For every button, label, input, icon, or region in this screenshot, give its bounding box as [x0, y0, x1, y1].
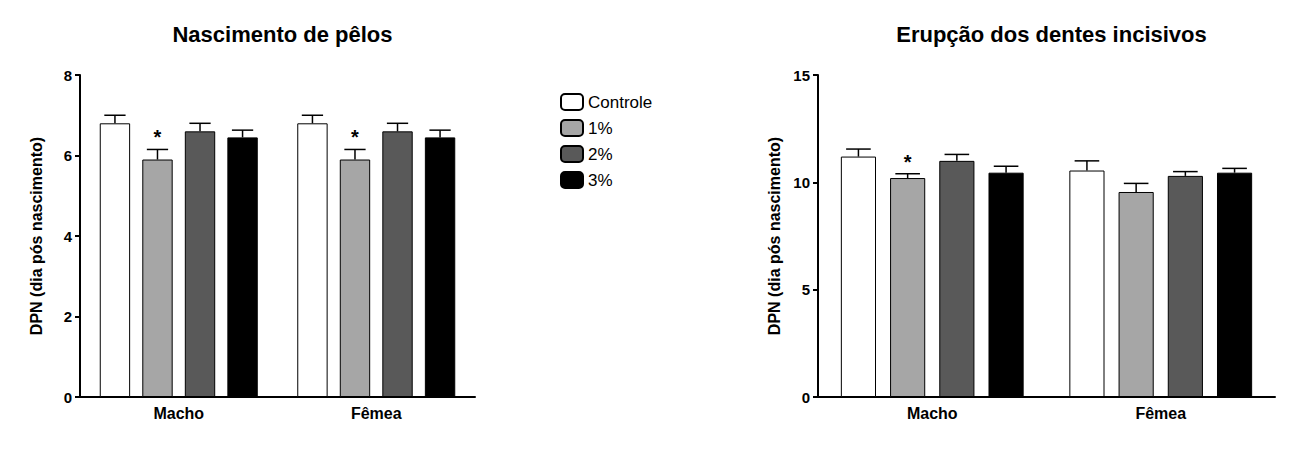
svg-text:0: 0 [64, 389, 72, 406]
svg-text:DPN (dia pós nascimento): DPN (dia pós nascimento) [28, 137, 45, 335]
svg-text:Fêmea: Fêmea [1135, 405, 1186, 422]
svg-text:4: 4 [64, 228, 73, 245]
svg-text:8: 8 [64, 67, 72, 84]
svg-text:10: 10 [793, 174, 810, 191]
svg-text:*: * [154, 126, 162, 148]
svg-text:0: 0 [802, 389, 810, 406]
svg-text:Macho: Macho [907, 405, 958, 422]
svg-text:Erupção dos dentes incisivos: Erupção dos dentes incisivos [896, 22, 1207, 47]
svg-text:Controle: Controle [588, 93, 652, 112]
svg-text:1%: 1% [588, 119, 613, 138]
svg-text:DPN (dia pós nascimento): DPN (dia pós nascimento) [766, 137, 783, 335]
svg-text:*: * [904, 151, 912, 173]
svg-text:6: 6 [64, 147, 72, 164]
svg-text:Nascimento de pêlos: Nascimento de pêlos [172, 22, 392, 47]
svg-text:Macho: Macho [153, 405, 204, 422]
svg-text:15: 15 [793, 67, 810, 84]
svg-text:5: 5 [802, 281, 810, 298]
svg-text:*: * [351, 126, 359, 148]
svg-text:2%: 2% [588, 145, 613, 164]
svg-text:Fêmea: Fêmea [351, 405, 402, 422]
svg-text:2: 2 [64, 308, 72, 325]
svg-text:3%: 3% [588, 171, 613, 190]
